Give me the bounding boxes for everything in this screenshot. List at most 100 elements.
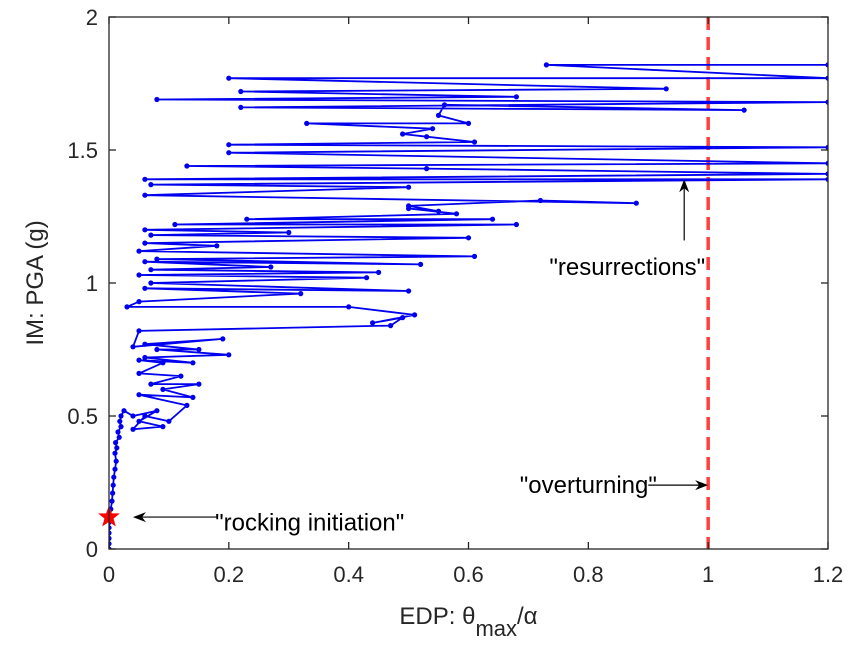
data-point xyxy=(435,208,442,214)
data-point xyxy=(142,285,148,291)
data-point xyxy=(117,418,123,424)
y-tick-label: 2 xyxy=(86,5,98,30)
data-point xyxy=(148,182,154,188)
data-point xyxy=(136,418,142,424)
data-point xyxy=(537,197,544,204)
resurrections-arrow-head xyxy=(679,179,690,193)
plot-area xyxy=(98,17,828,549)
data-point xyxy=(214,243,220,249)
data-point xyxy=(238,88,244,95)
data-point xyxy=(136,392,142,398)
data-point xyxy=(154,408,160,414)
data-point xyxy=(543,62,550,68)
data-point xyxy=(116,434,122,440)
data-point xyxy=(124,304,130,310)
overturning-label: "overturning" xyxy=(520,472,657,499)
data-point xyxy=(298,291,304,297)
data-point xyxy=(424,134,430,140)
data-point xyxy=(633,200,639,206)
data-point xyxy=(121,408,127,414)
data-point xyxy=(136,299,142,305)
data-point xyxy=(238,104,244,110)
data-point xyxy=(406,203,412,209)
data-point xyxy=(148,280,154,286)
data-point xyxy=(114,445,120,451)
y-axis-label: IM: PGA (g) xyxy=(22,220,49,345)
data-point xyxy=(115,429,121,435)
data-point xyxy=(160,424,166,430)
data-point xyxy=(489,216,496,222)
data-point xyxy=(142,240,148,246)
y-tick-label: 1 xyxy=(86,271,98,296)
x-axis-label-tail: /α xyxy=(517,603,538,630)
data-point xyxy=(370,320,376,326)
data-point xyxy=(142,176,148,182)
axes: 0 0.2 0.4 0.6 0.8 1 1.2 0 0.5 1 1.5 2 xyxy=(67,5,843,587)
axis-labels: EDP: θmax/α IM: PGA (g) xyxy=(22,220,538,641)
data-point xyxy=(304,120,310,126)
data-point xyxy=(465,120,472,126)
data-point xyxy=(268,264,274,270)
data-point xyxy=(471,139,478,145)
data-point xyxy=(513,94,520,100)
data-point xyxy=(388,323,394,329)
data-point xyxy=(142,259,148,265)
data-point xyxy=(136,248,142,254)
data-point xyxy=(148,267,154,273)
y-tick-label: 0 xyxy=(86,537,98,562)
data-point xyxy=(346,304,352,310)
x-tick-label: 1 xyxy=(702,562,714,587)
annotations: "resurrections" "overturning" "rocking ini… xyxy=(132,179,709,536)
data-point xyxy=(172,221,178,228)
data-point xyxy=(160,386,166,392)
data-series-0 xyxy=(109,62,828,549)
x-tick-label: 0 xyxy=(103,562,115,587)
data-point xyxy=(112,466,118,472)
x-axis-label-subscript: max xyxy=(475,616,517,641)
data-point xyxy=(406,184,412,190)
data-point xyxy=(154,96,160,103)
data-point xyxy=(166,418,172,424)
data-point xyxy=(113,458,119,464)
data-point xyxy=(136,357,142,363)
data-point xyxy=(364,275,370,281)
data-point xyxy=(184,402,190,408)
data-point xyxy=(130,426,136,432)
data-point xyxy=(226,142,232,148)
data-point xyxy=(400,131,406,137)
data-point xyxy=(154,256,160,262)
data-point xyxy=(226,352,232,358)
data-point xyxy=(142,227,148,233)
data-point xyxy=(118,424,124,430)
data-point xyxy=(110,490,116,496)
x-axis-label-main: EDP: θ xyxy=(399,603,475,630)
data-point xyxy=(418,261,424,267)
data-point xyxy=(376,269,382,275)
data-point xyxy=(142,413,148,419)
data-point xyxy=(142,192,148,198)
data-point xyxy=(130,413,136,419)
data-point xyxy=(142,354,148,361)
data-point xyxy=(286,229,292,236)
data-point xyxy=(178,373,184,379)
data-point xyxy=(154,346,160,353)
data-point xyxy=(226,150,232,156)
overturning-arrow-head xyxy=(695,480,709,491)
data-point xyxy=(441,102,448,108)
data-point xyxy=(741,107,747,113)
data-point xyxy=(226,75,232,81)
data-point xyxy=(663,86,669,92)
y-tick-label: 0.5 xyxy=(67,404,98,429)
data-point xyxy=(430,126,436,132)
data-point xyxy=(136,370,142,376)
data-point xyxy=(424,166,430,172)
data-point xyxy=(110,482,116,488)
resurrections-label: "resurrections" xyxy=(549,254,705,281)
rocking-initiation-label: "rocking initiation" xyxy=(215,509,404,536)
y-tick-label: 1.5 xyxy=(67,138,98,163)
data-point xyxy=(142,341,148,347)
data-point xyxy=(244,216,250,222)
data-point xyxy=(136,328,142,334)
rocking-initiation-arrow-head xyxy=(132,512,146,523)
